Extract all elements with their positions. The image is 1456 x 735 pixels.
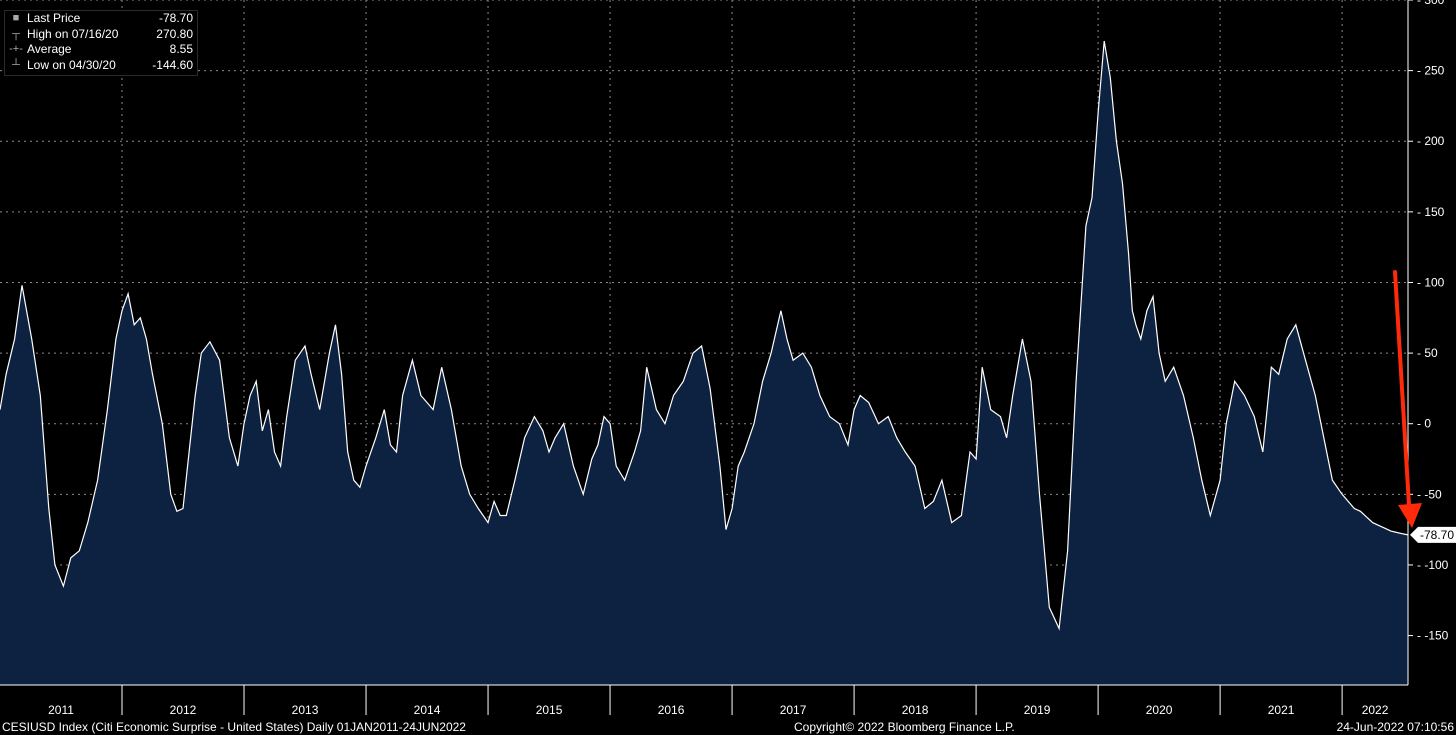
x-tick-label: 2014 bbox=[414, 703, 441, 717]
y-tick-label: - -150 bbox=[1417, 629, 1449, 643]
footer-bar: CESIUSD Index (Citi Economic Surprise - … bbox=[0, 719, 1456, 735]
footer-copyright: Copyright© 2022 Bloomberg Finance L.P. bbox=[794, 720, 1015, 734]
x-tick-label: 2018 bbox=[902, 703, 929, 717]
red-arrow-head bbox=[1398, 503, 1422, 528]
legend-value: 8.55 bbox=[169, 42, 193, 56]
last-price-label: -78.70 bbox=[1420, 528, 1454, 542]
y-tick-label: - -50 bbox=[1417, 487, 1442, 501]
x-tick-label: 2017 bbox=[780, 703, 807, 717]
series-area bbox=[0, 40, 1409, 685]
axes: - 300 - 250 - 200 - 150 - 100 - 50 - 0 - -50 - -… bbox=[0, 0, 1449, 717]
x-tick-label: 2011 bbox=[48, 703, 74, 717]
x-tick-label: 2013 bbox=[292, 703, 319, 717]
series-line bbox=[0, 40, 1409, 631]
low-marker-icon: ┴ bbox=[12, 58, 20, 71]
y-tick-label: - 300 bbox=[1417, 0, 1445, 7]
annotations: -78.70 bbox=[1393, 270, 1456, 543]
square-icon: ■ bbox=[12, 12, 20, 24]
y-tick-label: - 50 bbox=[1417, 346, 1438, 360]
legend-item-last-price: ■ Last Price -78.70 bbox=[5, 11, 197, 27]
x-tick-label: 2015 bbox=[536, 703, 563, 717]
legend-item-low: ┴ Low on 04/30/20 -144.60 bbox=[5, 58, 197, 74]
x-tick-label: 2022 bbox=[1362, 703, 1389, 717]
legend-label: Low on 04/30/20 bbox=[27, 57, 116, 72]
x-tick-label: 2019 bbox=[1024, 703, 1051, 717]
legend-value: -144.60 bbox=[152, 57, 193, 72]
legend-value: 270.80 bbox=[156, 26, 193, 41]
x-tick-label: 2020 bbox=[1146, 703, 1173, 717]
last-price-tag bbox=[1410, 526, 1456, 543]
x-tick-label: 2016 bbox=[658, 703, 685, 717]
legend-value: -78.70 bbox=[158, 11, 193, 25]
legend-label: Last Price bbox=[27, 11, 81, 25]
legend-box: ■ Last Price -78.70 ┬ High on 07/16/20 2… bbox=[4, 10, 198, 76]
footer-ticker-text: CESIUSD Index (Citi Economic Surprise - … bbox=[2, 720, 466, 734]
x-tick-label: 2021 bbox=[1268, 703, 1295, 717]
high-marker-icon: ┬ bbox=[12, 27, 20, 40]
legend-label: Average bbox=[27, 42, 72, 56]
legend-item-high: ┬ High on 07/16/20 270.80 bbox=[5, 27, 197, 43]
y-tick-label: - 150 bbox=[1417, 205, 1445, 219]
y-tick-label: - 0 bbox=[1417, 417, 1431, 431]
y-tick-label: - 250 bbox=[1417, 64, 1445, 78]
series-area-fill bbox=[0, 41, 1408, 685]
legend-item-average: -+- Average 8.55 bbox=[5, 42, 197, 58]
legend-label: High on 07/16/20 bbox=[27, 26, 119, 41]
footer-timestamp: 24-Jun-2022 07:10:56 bbox=[1336, 720, 1454, 734]
y-tick-label: - 100 bbox=[1417, 275, 1445, 289]
average-line-icon: -+- bbox=[9, 43, 23, 55]
y-tick-label: - 200 bbox=[1417, 134, 1445, 148]
red-arrow-shaft bbox=[1393, 270, 1411, 507]
x-tick-label: 2012 bbox=[170, 703, 197, 717]
y-tick-label: - -100 bbox=[1417, 558, 1449, 572]
